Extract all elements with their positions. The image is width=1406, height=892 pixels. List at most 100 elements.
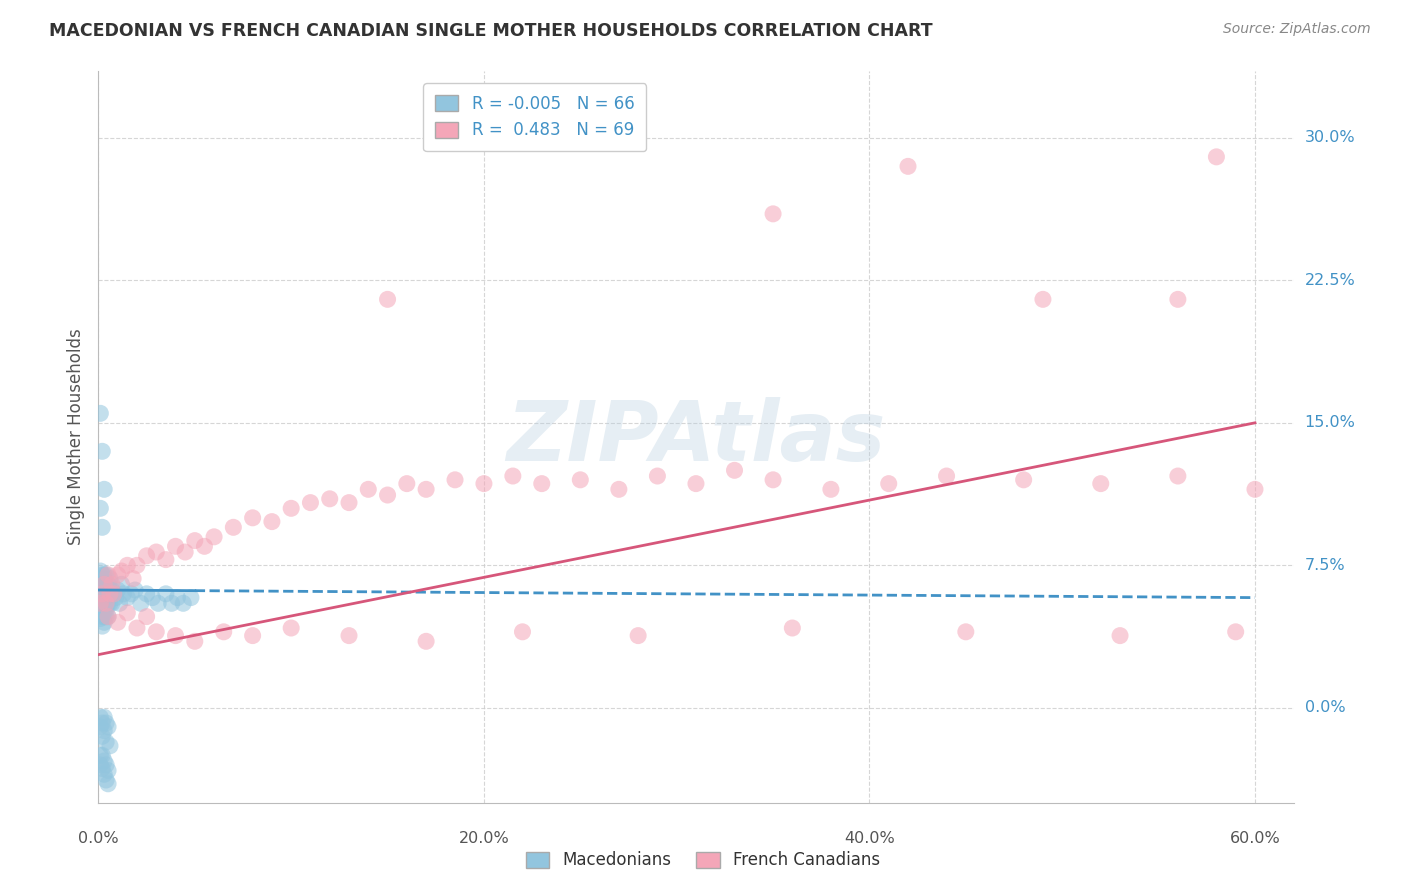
Point (166, 591, 188, 605)
Point (135, 609, 157, 624)
Point (1109, 629, 1132, 643)
Point (117, 606, 139, 620)
Point (93, 577, 115, 591)
Point (94, 716, 117, 731)
Point (93, 587, 115, 601)
Point (124, 582, 146, 597)
Point (101, 582, 124, 597)
Point (222, 520, 245, 534)
Point (193, 539, 215, 553)
Point (89, 710, 111, 724)
Point (472, 476, 495, 491)
Point (89, 600, 111, 615)
Point (89, 577, 111, 591)
Point (242, 511, 264, 525)
Point (103, 587, 125, 601)
Point (1244, 483, 1267, 497)
Point (723, 463, 745, 477)
Text: 7.5%: 7.5% (1305, 558, 1346, 573)
Point (607, 483, 630, 497)
Point (530, 476, 553, 491)
Point (415, 483, 437, 497)
Point (627, 629, 650, 643)
Point (762, 473, 785, 487)
Point (212, 624, 235, 639)
Point (184, 634, 207, 648)
Point (97, 577, 120, 591)
Point (955, 624, 977, 639)
Point (93, 483, 115, 497)
Point (91, 582, 114, 597)
Point (1167, 293, 1189, 307)
Point (444, 473, 467, 487)
Point (91, 577, 114, 591)
Point (172, 596, 194, 610)
Legend: Macedonians, French Canadians: Macedonians, French Canadians (516, 841, 890, 880)
Point (145, 545, 167, 559)
Point (98, 596, 121, 610)
Point (877, 476, 900, 491)
Point (1205, 150, 1227, 164)
Point (145, 624, 167, 639)
Point (148, 596, 170, 610)
Point (91, 729, 114, 743)
Point (97, 592, 120, 607)
Point (103, 587, 125, 601)
Point (97, 609, 120, 624)
Point (101, 577, 124, 591)
Point (415, 634, 437, 648)
Point (94, 772, 117, 787)
Point (1225, 624, 1247, 639)
Point (91, 520, 114, 534)
Point (91, 600, 114, 615)
Point (110, 564, 132, 578)
Point (94, 757, 117, 772)
Point (97, 764, 120, 778)
Point (502, 469, 524, 483)
Point (89, 606, 111, 620)
Text: MACEDONIAN VS FRENCH CANADIAN SINGLE MOTHER HOUSEHOLDS CORRELATION CHART: MACEDONIAN VS FRENCH CANADIAN SINGLE MOT… (49, 22, 932, 40)
Point (897, 159, 920, 173)
Point (165, 629, 187, 643)
Point (135, 587, 157, 601)
Point (377, 293, 399, 307)
Point (91, 596, 114, 610)
Point (98, 587, 121, 601)
Point (202, 530, 225, 544)
Point (184, 533, 207, 548)
Point (94, 567, 117, 582)
Point (91, 567, 114, 582)
Point (160, 596, 183, 610)
Point (165, 539, 187, 553)
Text: Source: ZipAtlas.com: Source: ZipAtlas.com (1223, 22, 1371, 37)
Point (93, 567, 115, 582)
Point (94, 596, 117, 610)
Point (117, 558, 139, 573)
Point (260, 515, 283, 529)
Point (129, 596, 152, 610)
Y-axis label: Single Mother Households: Single Mother Households (66, 329, 84, 545)
Text: 0.0%: 0.0% (79, 830, 118, 846)
Point (117, 591, 139, 605)
Point (93, 602, 115, 616)
Point (101, 596, 124, 610)
Point (108, 596, 131, 610)
Point (93, 609, 115, 624)
Point (112, 587, 135, 601)
Point (122, 572, 145, 586)
Point (98, 582, 121, 597)
Text: 30.0%: 30.0% (1305, 130, 1355, 145)
Point (89, 757, 111, 772)
Point (89, 564, 111, 578)
Point (93, 596, 115, 610)
Point (94, 577, 117, 591)
Text: 0.0%: 0.0% (1305, 700, 1346, 715)
Point (89, 611, 111, 625)
Point (120, 587, 142, 601)
Point (97, 596, 120, 610)
Point (91, 748, 114, 763)
Point (94, 596, 117, 610)
Point (91, 762, 114, 776)
Point (97, 777, 120, 791)
Point (93, 710, 115, 724)
